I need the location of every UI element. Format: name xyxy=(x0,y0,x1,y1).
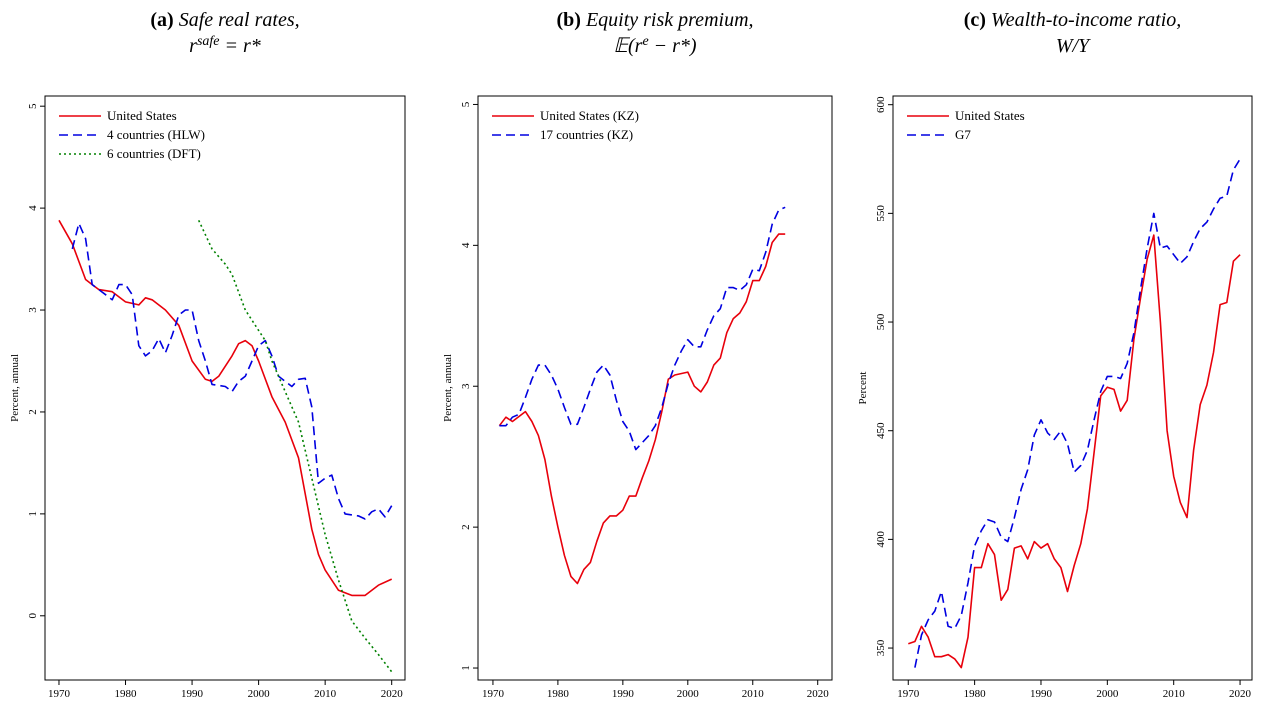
x-tick-label: 1980 xyxy=(964,688,987,700)
x-tick-label: 2010 xyxy=(742,688,765,700)
x-tick-label: 1990 xyxy=(181,688,204,700)
series-line xyxy=(499,206,786,451)
subtitle-part: e xyxy=(642,34,648,49)
y-axis-label: Percent, annual xyxy=(9,354,21,422)
y-tick-label: 0 xyxy=(27,613,39,619)
x-tick-label: 1980 xyxy=(115,688,138,700)
y-tick-label: 4 xyxy=(27,205,39,211)
panel-label: (b) xyxy=(556,9,580,31)
plot-frame xyxy=(477,95,833,681)
x-tick-label: 1970 xyxy=(482,688,505,700)
x-tick-label: 2010 xyxy=(1163,688,1186,700)
panel: (a) Safe real rates, rsafe = r* 0 1 2 3 4 5 1970… xyxy=(9,9,406,700)
series-line xyxy=(197,219,393,673)
panel-title: (b) Equity risk premium, xyxy=(556,9,753,31)
x-tick-label: 2000 xyxy=(677,688,700,700)
subtitle-part: = r* xyxy=(220,35,261,57)
legend-label: 17 countries (KZ) xyxy=(540,127,633,142)
x-tick-label: 1970 xyxy=(897,688,920,700)
y-tick-label: 3 xyxy=(460,383,472,389)
y-tick-label: 5 xyxy=(460,101,472,107)
series-line xyxy=(914,158,1241,668)
subtitle-part: 𝔼(r xyxy=(613,35,642,57)
x-tick-label: 1990 xyxy=(1030,688,1053,700)
x-tick-label: 2020 xyxy=(381,688,404,700)
panel: (c) Wealth-to-income ratio, W/Y 350 400 450 5… xyxy=(857,9,1253,700)
legend-label: United States xyxy=(955,108,1025,123)
panel-subtitle: 𝔼(re − r*) xyxy=(613,34,697,58)
series-line xyxy=(71,222,393,520)
subtitle-part: W/Y xyxy=(1056,35,1091,57)
x-tick-label: 2000 xyxy=(1096,688,1119,700)
y-tick-label: 2 xyxy=(27,409,39,415)
x-tick-label: 1980 xyxy=(547,688,570,700)
y-axis-label: Percent xyxy=(857,372,869,405)
subtitle-part: − r*) xyxy=(649,35,697,57)
x-tick-label: 2000 xyxy=(248,688,271,700)
plot-frame xyxy=(892,95,1253,681)
y-tick-label: 350 xyxy=(875,639,887,656)
y-tick-label: 1 xyxy=(460,665,472,671)
title-text: Wealth-to-income ratio, xyxy=(991,9,1181,31)
y-tick-label: 600 xyxy=(875,96,887,113)
panel-label: (a) xyxy=(150,9,173,31)
subtitle-part: r xyxy=(189,35,197,57)
legend-label: United States xyxy=(107,108,177,123)
y-tick-label: 1 xyxy=(27,511,39,517)
series-line xyxy=(58,219,393,597)
y-tick-label: 4 xyxy=(460,242,472,248)
panel: (b) Equity risk premium, 𝔼(re − r*) 1 2 3 4 5 1… xyxy=(442,9,833,700)
y-tick-label: 450 xyxy=(875,422,887,439)
y-tick-label: 3 xyxy=(27,307,39,313)
y-tick-label: 550 xyxy=(875,205,887,222)
y-tick-label: 2 xyxy=(460,524,472,530)
title-text: Equity risk premium, xyxy=(585,9,754,31)
legend-label: 4 countries (HLW) xyxy=(107,127,205,142)
y-axis-label: Percent, annual xyxy=(442,354,454,422)
x-tick-label: 2010 xyxy=(314,688,337,700)
title-text: Safe real rates, xyxy=(179,9,300,31)
legend-label: G7 xyxy=(955,127,971,142)
panel-title: (c) Wealth-to-income ratio, xyxy=(964,9,1182,31)
x-tick-label: 2020 xyxy=(807,688,830,700)
panel-subtitle: rsafe = r* xyxy=(189,34,261,58)
plot-frame xyxy=(44,95,406,681)
x-tick-label: 1970 xyxy=(48,688,71,700)
legend-label: 6 countries (DFT) xyxy=(107,146,201,161)
subtitle-part: safe xyxy=(197,34,220,49)
x-tick-label: 2020 xyxy=(1229,688,1252,700)
y-tick-label: 400 xyxy=(875,531,887,548)
panel-subtitle: W/Y xyxy=(1056,35,1091,57)
y-tick-label: 5 xyxy=(27,103,39,109)
series-line xyxy=(908,234,1241,669)
panel-title: (a) Safe real rates, xyxy=(150,9,299,31)
panel-label: (c) xyxy=(964,9,986,31)
legend-label: United States (KZ) xyxy=(540,108,639,123)
y-tick-label: 500 xyxy=(875,313,887,330)
x-tick-label: 1990 xyxy=(612,688,635,700)
series-line xyxy=(498,233,786,585)
